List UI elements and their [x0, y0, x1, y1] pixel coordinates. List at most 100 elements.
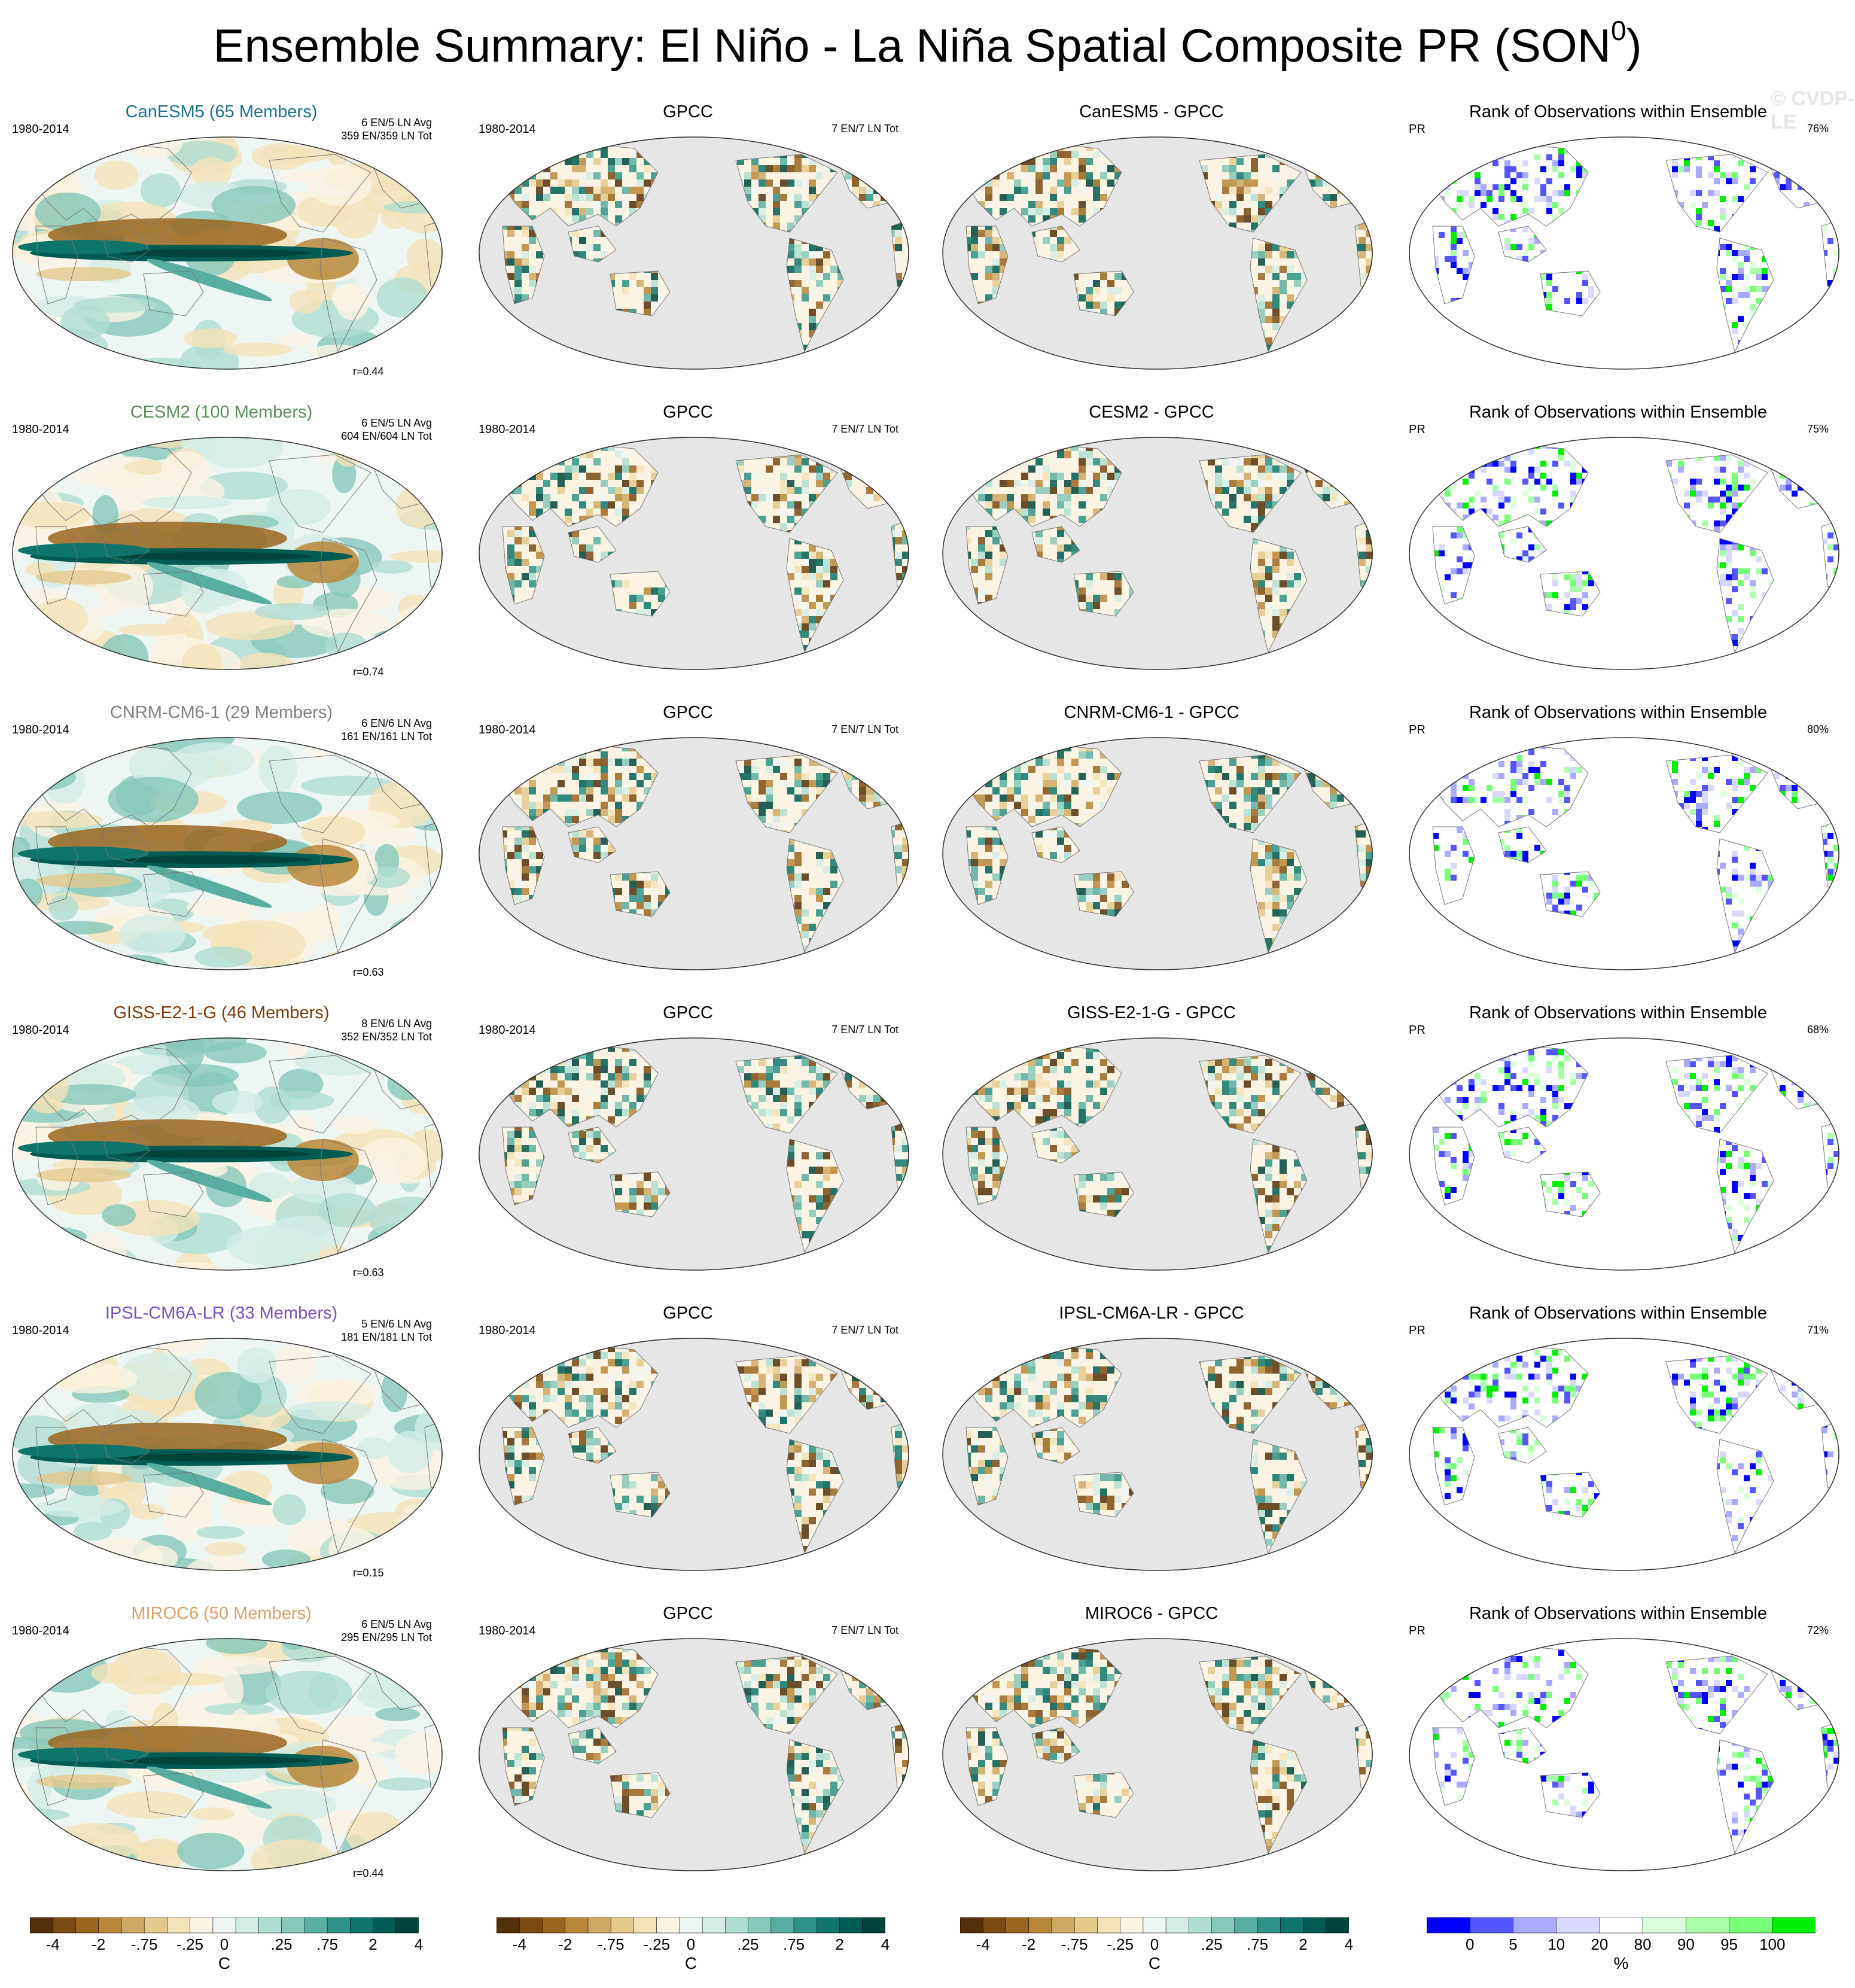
- panel-rank: Rank of Observations within Ensemble PR 80…: [1397, 689, 1839, 988]
- panel-rank: Rank of Observations within Ensemble PR 75…: [1397, 389, 1839, 688]
- colorbar-tick-label: -.25: [176, 1935, 204, 1953]
- rank-map: [1409, 737, 1839, 970]
- colorbar-swatch: [1165, 1917, 1190, 1934]
- colorbar-swatch: [1599, 1917, 1643, 1934]
- colorbar-swatch: [1326, 1917, 1349, 1934]
- colorbar-tick-label: 5: [1509, 1935, 1518, 1953]
- panel-title: Rank of Observations within Ensemble: [1469, 1304, 1768, 1323]
- colorbar-swatch: [235, 1917, 260, 1934]
- colorbar-swatch: [1303, 1917, 1327, 1934]
- rank-map: [1409, 1037, 1839, 1271]
- diff-map: [942, 737, 1373, 970]
- event-count-avg: 8 EN/6 LN Avg: [361, 1018, 432, 1030]
- colorbar-swatches: [497, 1917, 885, 1934]
- rank-map: [1409, 437, 1839, 670]
- panel-left-label: 1980-2014: [12, 1324, 69, 1337]
- panel-title: Rank of Observations within Ensemble: [1469, 1003, 1768, 1022]
- colorbar-swatch: [793, 1917, 818, 1934]
- colorbar-tick-label: -.75: [1061, 1935, 1088, 1953]
- panel-diff: MIROC6 - GPCC: [930, 1590, 1373, 1889]
- panel-model: CESM2 (100 Members) 1980-2014 6 EN/5 LN Av…: [0, 389, 443, 688]
- colorbar-swatch: [1642, 1917, 1687, 1934]
- colorbar-swatches: [1427, 1917, 1816, 1934]
- panel-model: CanESM5 (65 Members) 1980-2014 6 EN/5 LN A…: [0, 89, 443, 388]
- colorbar-swatch: [862, 1917, 885, 1934]
- panel-title: IPSL-CM6A-LR - GPCC: [1059, 1304, 1244, 1323]
- model-map: [12, 1338, 443, 1571]
- colorbar-tick-label: .75: [1246, 1935, 1269, 1953]
- panel-title: IPSL-CM6A-LR (33 Members): [105, 1304, 338, 1323]
- panel-left-label: 1980-2014: [479, 1024, 536, 1037]
- colorbar-swatch: [1280, 1917, 1304, 1934]
- colorbar-swatch: [610, 1917, 635, 1934]
- colorbar-swatch: [587, 1917, 611, 1934]
- colorbar-swatch: [839, 1917, 863, 1934]
- colorbar-tick-label: -4: [976, 1935, 990, 1953]
- colorbar-swatch: [1120, 1917, 1144, 1934]
- panel-title: CanESM5 (65 Members): [125, 102, 318, 121]
- colorbar-swatch: [167, 1917, 191, 1934]
- panel-model: IPSL-CM6A-LR (33 Members) 1980-2014 5 EN/6…: [0, 1290, 443, 1589]
- obs-map: [479, 136, 909, 370]
- colorbar-swatch: [1234, 1917, 1258, 1934]
- colorbar-swatch: [982, 1917, 1007, 1934]
- diff-map: [942, 437, 1373, 670]
- event-count-total: 161 EN/161 LN Tot: [341, 730, 432, 742]
- colorbar-diverging: -4 -2 -.75 -.25 0 .25 .75 2 4 C: [497, 1917, 890, 1972]
- panel-title: Rank of Observations within Ensemble: [1469, 703, 1768, 722]
- colorbar-swatch: [1028, 1917, 1052, 1934]
- panel-left-label: 1980-2014: [12, 123, 69, 136]
- colorbar-tick-label: 0: [220, 1935, 229, 1953]
- panel-title: CNRM-CM6-1 - GPCC: [1064, 703, 1239, 722]
- colorbar-swatch: [519, 1917, 543, 1934]
- colorbar-tick-label: -.75: [130, 1935, 158, 1953]
- rank-map: [1409, 1638, 1839, 1871]
- panel-title: GPCC: [663, 1003, 713, 1022]
- colorbar-tick-label: -.75: [597, 1935, 625, 1953]
- colorbar-tick-label: 90: [1677, 1935, 1695, 1953]
- event-count-total: 181 EN/181 LN Tot: [341, 1331, 432, 1343]
- colorbar-tick-label: 80: [1634, 1935, 1652, 1953]
- colorbar-swatch: [770, 1917, 794, 1934]
- colorbar-tick-label: 4: [1344, 1935, 1354, 1953]
- panel-title: MIROC6 - GPCC: [1085, 1604, 1219, 1623]
- colorbar-swatches: [30, 1917, 419, 1934]
- colorbar-swatch: [1513, 1917, 1557, 1934]
- panel-left-label: 1980-2014: [12, 723, 69, 736]
- colorbar-swatch: [190, 1917, 214, 1934]
- model-map: [12, 136, 443, 370]
- colorbar-swatch: [1051, 1917, 1075, 1934]
- colorbar-tick-label: 2: [835, 1935, 844, 1953]
- colorbar-swatch: [748, 1917, 772, 1934]
- panel-obs: GPCC 1980-2014 7 EN/7 LN Tot: [467, 1290, 909, 1589]
- panel-left-label: 1980-2014: [12, 1024, 69, 1037]
- figure-title: Ensemble Summary: El Niño - La Niña Spat…: [213, 15, 1642, 72]
- panel-title: Rank of Observations within Ensemble: [1469, 102, 1768, 121]
- obs-map: [479, 1338, 909, 1571]
- obs-map: [479, 437, 909, 670]
- colorbar-swatch: [258, 1917, 282, 1934]
- colorbar-tick-label: -4: [512, 1935, 526, 1953]
- event-count-avg: 6 EN/6 LN Avg: [361, 717, 432, 729]
- pattern-correlation: r=0.74: [353, 666, 384, 678]
- colorbar-swatch: [75, 1917, 99, 1934]
- colorbar-swatch: [98, 1917, 122, 1934]
- panel-title: GPCC: [663, 1604, 713, 1623]
- panel-left-label: PR: [1409, 723, 1425, 736]
- colorbar-swatch: [1729, 1917, 1773, 1934]
- model-map: [12, 737, 443, 970]
- panel-left-label: PR: [1409, 1624, 1425, 1637]
- panel-title: CESM2 - GPCC: [1089, 403, 1214, 422]
- pattern-correlation: r=0.63: [353, 1267, 384, 1278]
- panel-title: GISS-E2-1-G - GPCC: [1067, 1003, 1236, 1022]
- panel-left-label: PR: [1409, 1024, 1425, 1037]
- colorbar-swatch: [702, 1917, 726, 1934]
- panel-rank: Rank of Observations within Ensemble PR 76…: [1397, 89, 1839, 388]
- panel-diff: CNRM-CM6-1 - GPCC: [930, 689, 1373, 988]
- colorbar-swatch: [679, 1917, 703, 1934]
- colorbar-swatch: [52, 1917, 77, 1934]
- diff-map: [942, 1338, 1373, 1571]
- panel-obs: GPCC 1980-2014 7 EN/7 LN Tot: [467, 990, 909, 1289]
- panel-right-label: 76%: [1807, 123, 1829, 135]
- panel-right-label: 68%: [1807, 1024, 1829, 1036]
